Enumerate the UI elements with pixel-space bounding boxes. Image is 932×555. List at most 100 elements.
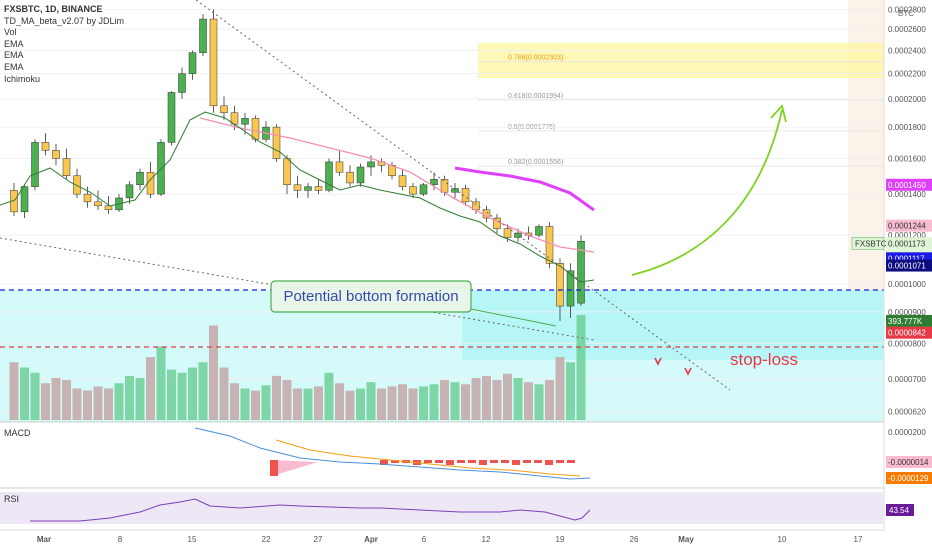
price-badge-text: 0.0001244 [888, 222, 926, 231]
macd-bar [490, 460, 498, 463]
indicator-label[interactable]: EMA [4, 50, 24, 61]
price-tick: 0.0002600 [888, 25, 926, 34]
date-tick: 6 [422, 535, 427, 544]
volume-bar [156, 346, 166, 420]
volume-bar [482, 375, 491, 420]
volume-bar [62, 380, 71, 420]
candle-body [419, 184, 428, 195]
macd-badge-text: -0.0000129 [888, 474, 929, 483]
candle-body [209, 18, 218, 107]
date-axis[interactable]: Mar 8 15 22 27 Apr 6 12 19 26 May 10 17 [37, 535, 863, 544]
candle-body [178, 73, 186, 93]
macd-label: MACD [4, 428, 31, 438]
candle-body [136, 171, 144, 186]
price-tick: 0.0001200 [888, 231, 926, 240]
candle-body [545, 226, 554, 264]
rsi-badge-text: 43.54 [889, 506, 910, 515]
volume-bar [513, 378, 523, 420]
indicator-label[interactable]: EMA [4, 38, 24, 49]
volume-bar [503, 373, 512, 420]
indicator-label[interactable]: TD_MA_beta_v2.07 by JDLim [4, 15, 125, 26]
candle-body [451, 188, 459, 193]
projection-arrow-head [770, 104, 787, 123]
volume-bar [72, 388, 82, 420]
fib-levels: 0.786(0.0002303)0.618(0.0001994)0.5(0.00… [478, 54, 884, 167]
volume-bar [545, 380, 554, 420]
candle-body [535, 226, 543, 236]
date-tick: 8 [118, 535, 123, 544]
macd-bar [512, 460, 520, 465]
volume-bar [429, 384, 439, 420]
price-tick: 0.0000900 [888, 308, 926, 317]
macd-bar [424, 460, 432, 463]
indicator-label[interactable]: Vol [4, 27, 17, 38]
volume-bar [377, 388, 386, 420]
macd-bar [479, 460, 487, 465]
rsi-label: RSI [4, 494, 19, 504]
price-badge-text: 0.0001117 [888, 254, 925, 263]
volume-bar [30, 372, 40, 420]
price-badge-text: 0.0001450 [888, 181, 926, 190]
chart-legend: FXSBTC, 1D, BINANCE TD_MA_beta_v2.07 by … [4, 4, 124, 85]
volume-bar [408, 388, 418, 420]
price-badge [886, 237, 932, 250]
candle-body [157, 142, 165, 195]
candle-body [94, 201, 102, 207]
macd-bar [567, 460, 575, 463]
candle-body [314, 186, 323, 191]
volume-bar [282, 380, 292, 420]
macd-bar [270, 460, 278, 476]
symbol-tag-text: FXSBTC [855, 239, 887, 248]
volume-bar [566, 362, 575, 420]
indicator-label[interactable]: Ichimoku [4, 73, 41, 84]
indicator-list: TD_MA_beta_v2.07 by JDLim Vol EMA EMA EMA Ich… [4, 16, 124, 86]
macd-bar [435, 460, 443, 463]
price-tick: 0.0001800 [888, 123, 926, 132]
projection-arrow [631, 109, 783, 276]
macd-bar [545, 460, 553, 465]
macd-bar [391, 460, 399, 463]
candle-body [409, 186, 417, 195]
macd-signal-line [275, 439, 581, 477]
ema-magenta-line [454, 166, 595, 212]
volume-bar [461, 384, 470, 420]
date-tick: Mar [37, 535, 51, 544]
volume-bar [398, 384, 407, 420]
volume-bar [272, 375, 281, 420]
candle-body [272, 126, 281, 159]
candle-body [566, 270, 575, 307]
macd-bar [501, 460, 509, 463]
candle-body [188, 52, 197, 74]
currency-label: BTC [898, 9, 914, 18]
volume-bar [167, 369, 176, 420]
candle-body [83, 193, 92, 203]
indicator-label[interactable]: EMA [4, 61, 24, 72]
macd-histogram [272, 460, 318, 476]
volume-bar [492, 380, 502, 420]
candle-body [62, 158, 71, 176]
candle-body [430, 179, 438, 186]
macd-bar [468, 460, 476, 463]
volume-bar [324, 372, 334, 420]
price-badges: 0.00014500.00012440.000117301:54:350.000… [851, 178, 932, 339]
candle-body [356, 166, 365, 184]
candle-body [20, 186, 29, 213]
candle-body [125, 184, 134, 199]
price-tick: 0.0001400 [888, 190, 926, 199]
price-ticks[interactable]: 0.0002800 0.0002600 0.0002400 0.0002200 0.00… [888, 5, 926, 416]
candle-body [293, 184, 302, 191]
date-tick: 22 [262, 535, 271, 544]
candle-body [283, 158, 291, 186]
candle-body [577, 241, 585, 304]
date-tick: 17 [854, 535, 863, 544]
candle-body [346, 171, 354, 184]
volume-bar [209, 325, 218, 420]
macd-bar [457, 460, 465, 463]
symbol-tag [851, 237, 885, 250]
macd-bar [380, 460, 388, 465]
price-badge [886, 314, 932, 327]
volume-bar [471, 378, 481, 420]
macd-pane: 0.00002000.0000000-0.0000014-0.0000129 [194, 427, 932, 484]
